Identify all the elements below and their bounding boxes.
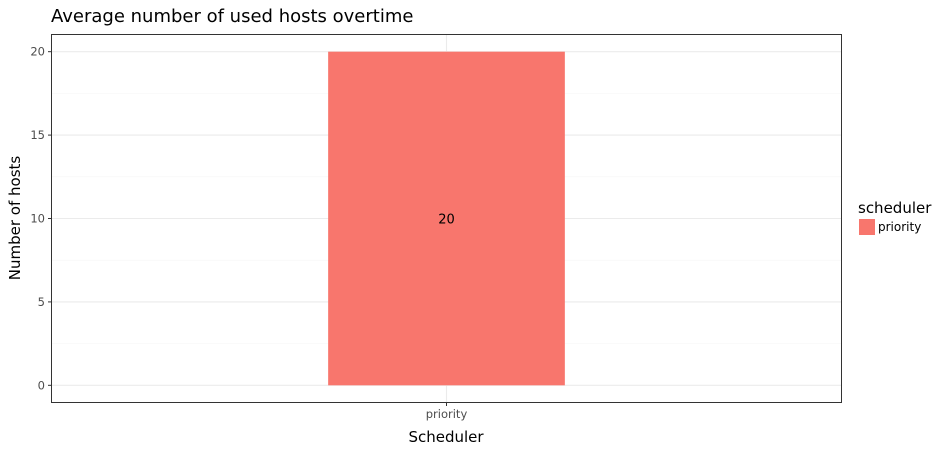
bar-priority [328,51,565,386]
x-tick-label-0: priority [426,407,468,421]
legend-items: priority [859,219,921,235]
chart-title: Average number of used hosts overtime [51,6,413,27]
y-tick-label-2: 10 [30,212,45,226]
y-tick-label-4: 20 [30,45,45,59]
y-axis: 0 5 10 15 20 [30,45,52,392]
data-label-priority: 20 [438,213,455,228]
legend: scheduler priority [858,199,932,235]
y-tick-label-0: 0 [38,378,45,392]
data-labels: 20 [438,213,455,228]
bars [328,51,565,386]
x-axis-title: Scheduler [408,428,484,446]
legend-key-priority [859,219,875,235]
y-tick-label-3: 15 [30,128,45,142]
legend-title: scheduler [858,199,932,217]
y-axis-title: Number of hosts [6,156,24,281]
legend-label-priority: priority [878,220,921,234]
y-tick-label-1: 5 [38,295,45,309]
x-axis: priority [426,402,468,421]
